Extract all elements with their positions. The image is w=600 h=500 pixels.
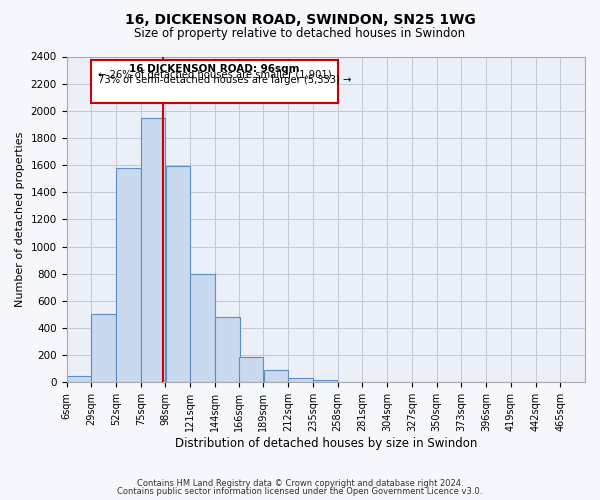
Bar [166,166,190,382]
Text: Contains public sector information licensed under the Open Government Licence v3: Contains public sector information licen… [118,487,482,496]
Bar [239,357,263,382]
Bar [190,274,215,382]
Text: 73% of semi-detached houses are larger (5,333) →: 73% of semi-detached houses are larger (… [98,74,351,85]
FancyBboxPatch shape [91,60,338,102]
Bar [263,370,288,382]
Bar [116,168,140,382]
Bar [313,380,337,382]
Bar [288,378,313,382]
Bar [215,317,239,382]
Bar [141,118,166,382]
Text: ← 26% of detached houses are smaller (1,901): ← 26% of detached houses are smaller (1,… [98,70,331,80]
X-axis label: Distribution of detached houses by size in Swindon: Distribution of detached houses by size … [175,437,477,450]
Y-axis label: Number of detached properties: Number of detached properties [15,132,25,307]
Bar [91,314,116,382]
Bar [67,376,91,382]
Text: 16 DICKENSON ROAD: 96sqm: 16 DICKENSON ROAD: 96sqm [129,64,299,74]
Text: Contains HM Land Registry data © Crown copyright and database right 2024.: Contains HM Land Registry data © Crown c… [137,478,463,488]
Text: 16, DICKENSON ROAD, SWINDON, SN25 1WG: 16, DICKENSON ROAD, SWINDON, SN25 1WG [125,12,475,26]
Text: Size of property relative to detached houses in Swindon: Size of property relative to detached ho… [134,28,466,40]
